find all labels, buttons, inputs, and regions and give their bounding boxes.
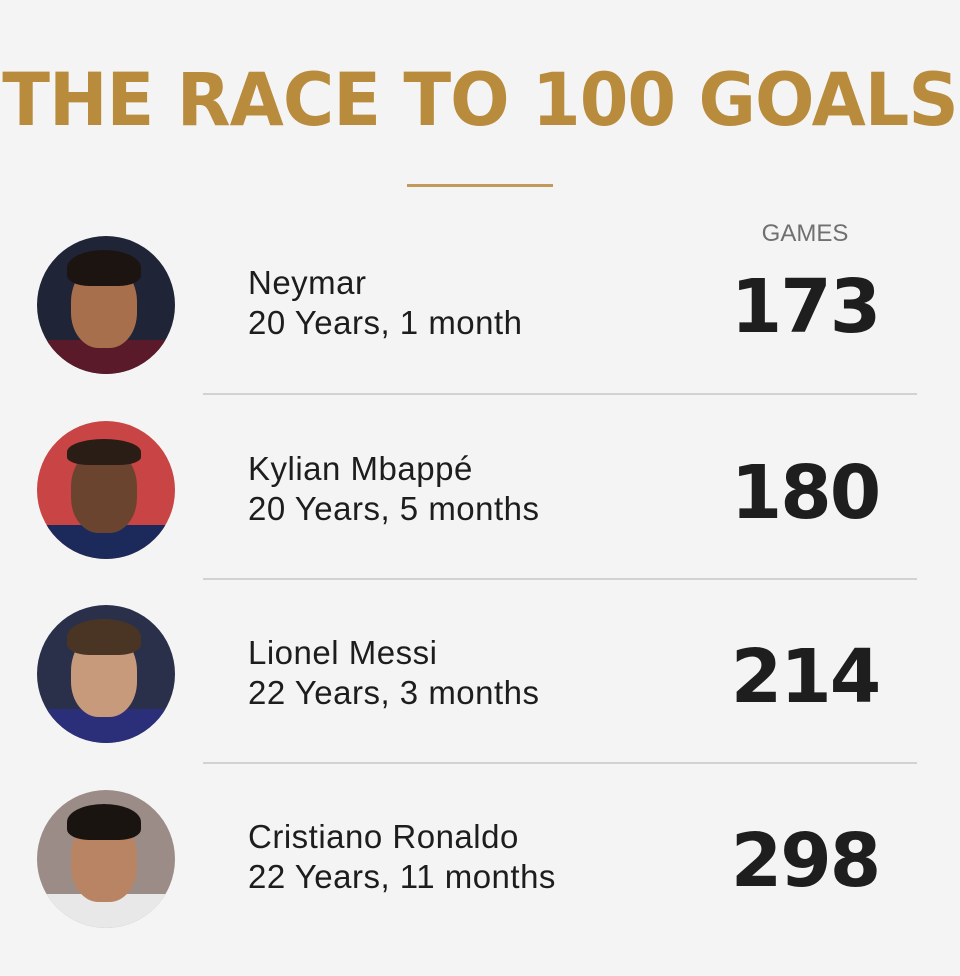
player-name: Cristiano Ronaldo xyxy=(248,818,519,855)
mbappe-photo xyxy=(37,421,175,559)
player-name: Kylian Mbappé xyxy=(248,450,473,487)
games-count: 180 xyxy=(730,450,881,536)
page-title: THE RACE TO 100 GOALS xyxy=(2,56,959,144)
games-column-header: GAMES xyxy=(761,220,849,247)
row-divider xyxy=(203,578,917,580)
player-name: Neymar xyxy=(248,264,367,301)
neymar-photo xyxy=(37,236,175,374)
player-name: Lionel Messi xyxy=(248,634,438,671)
player-row-messi xyxy=(0,605,960,791)
player-row-neymar xyxy=(0,236,960,422)
games-count: 173 xyxy=(730,264,881,350)
row-divider xyxy=(203,762,917,764)
games-count: 298 xyxy=(730,818,881,904)
row-divider xyxy=(203,393,917,395)
ronaldo-photo xyxy=(37,790,175,928)
games-count: 214 xyxy=(730,634,881,720)
player-age: 20 Years, 5 months xyxy=(248,490,540,527)
player-row-ronaldo xyxy=(0,790,960,976)
messi-photo xyxy=(37,605,175,743)
player-age: 20 Years, 1 month xyxy=(248,304,523,341)
player-age: 22 Years, 3 months xyxy=(248,674,540,711)
title-divider xyxy=(407,184,553,187)
player-age: 22 Years, 11 months xyxy=(248,858,556,895)
player-row-mbappe xyxy=(0,421,960,607)
